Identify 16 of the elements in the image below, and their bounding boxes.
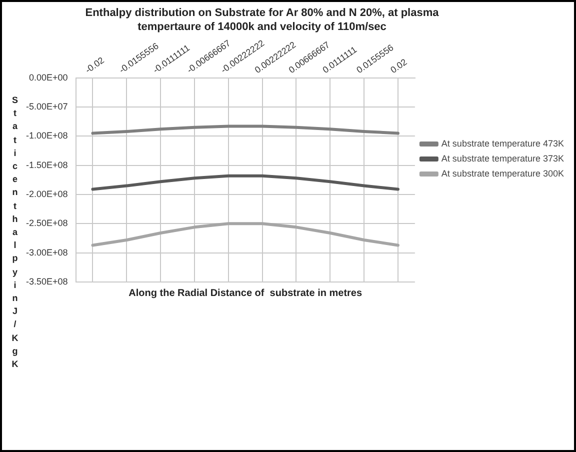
y-tick-label: -3.50E+08 bbox=[26, 276, 68, 286]
y-tick-label: -1.00E+08 bbox=[26, 130, 68, 141]
y-tick-label: -2.50E+08 bbox=[26, 218, 68, 228]
y-tick-label: -5.00E+07 bbox=[26, 101, 68, 112]
legend-label: At substrate temperature 300K bbox=[441, 168, 564, 178]
y-tick-label: -3.00E+08 bbox=[26, 247, 68, 258]
y-tick-label: -1.50E+08 bbox=[26, 160, 68, 170]
x-tick-label: 0.02 bbox=[388, 56, 409, 76]
legend-label: At substrate temperature 373K bbox=[441, 153, 564, 164]
legend-label: At substrate temperature 473K bbox=[441, 138, 564, 148]
chart-title: Enthalpy distribution on Substrate for Ar 80% and N 20%, at plasma tempertaure of 14000k and velocity of 110m/sec bbox=[84, 6, 440, 34]
y-tick-label: 0.00E+00 bbox=[28, 72, 68, 82]
x-tick-label: -0.02 bbox=[83, 55, 106, 76]
y-tick-label: -2.00E+08 bbox=[26, 188, 68, 199]
x-axis-title: Along the Radial Distance of substrate in metres bbox=[128, 288, 362, 299]
text: Static enthalpy in J/KgK bbox=[12, 95, 18, 370]
